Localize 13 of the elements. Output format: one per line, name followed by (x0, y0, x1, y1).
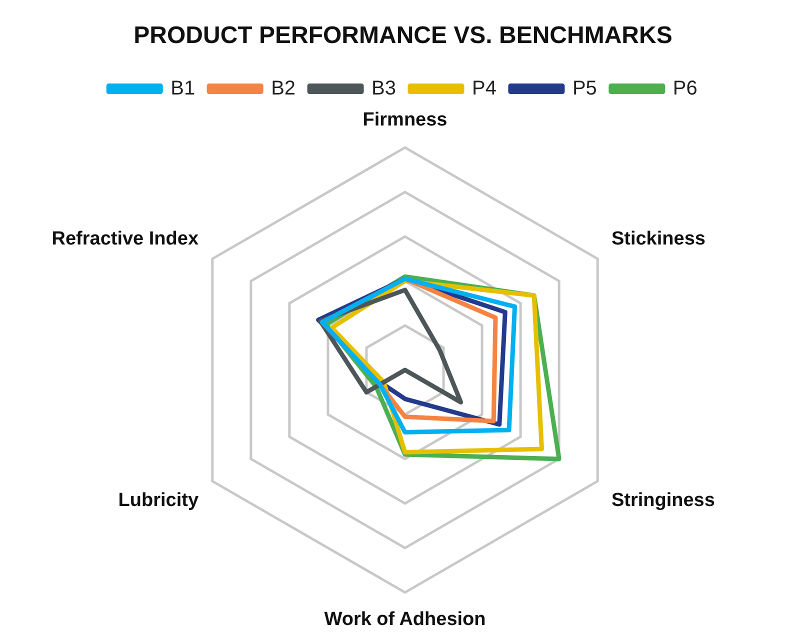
chart-title: PRODUCT PERFORMANCE VS. BENCHMARKS (134, 22, 672, 50)
spoke-label: Lubricity (118, 490, 199, 511)
spoke-label: Stickiness (611, 228, 706, 250)
spoke-label: Stringiness (611, 490, 715, 511)
spoke-label: Work of Adhesion (324, 609, 486, 630)
spoke-label: Refractive Index (52, 228, 199, 250)
legend-label: B3 (372, 77, 396, 100)
legend-label: P5 (572, 77, 597, 100)
legend-label: B2 (271, 77, 296, 100)
legend-label: B1 (170, 77, 196, 100)
legend-label: P4 (472, 77, 496, 100)
spoke-label: Firmness (362, 109, 448, 130)
legend-label: P6 (672, 77, 698, 100)
